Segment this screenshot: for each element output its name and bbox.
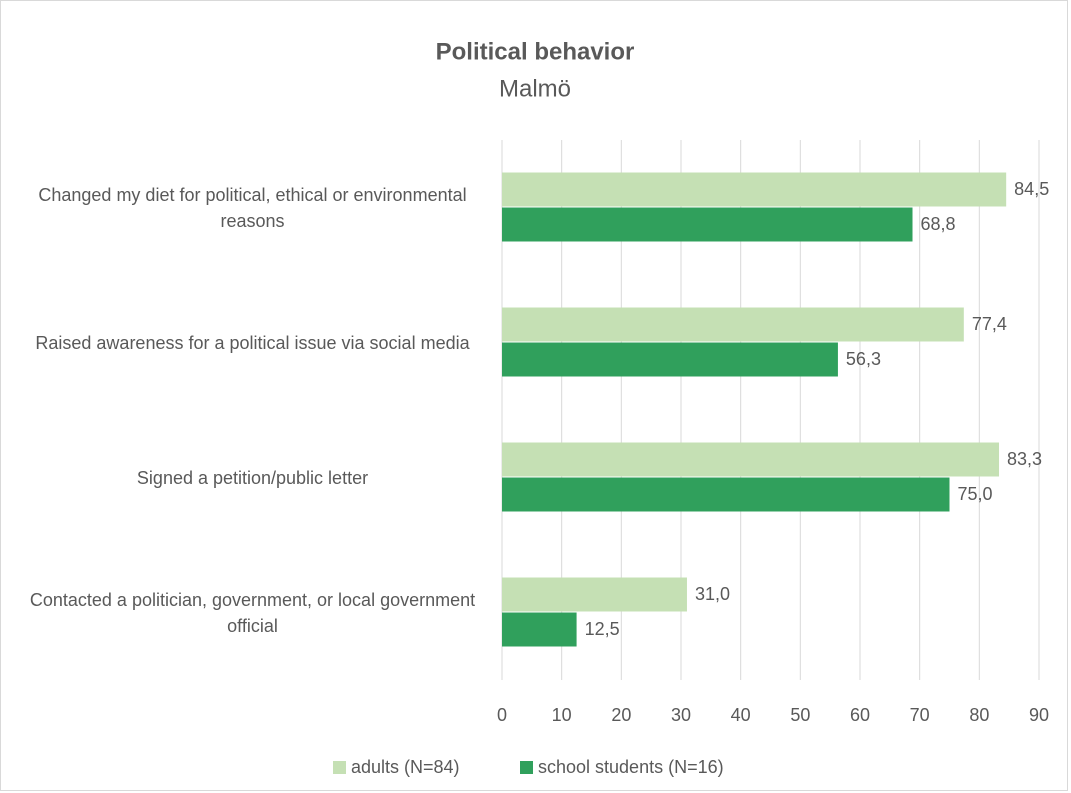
x-tick-label: 30 (671, 705, 691, 725)
chart-title: Political behavior (436, 38, 635, 65)
category-label: Changed my diet for political, ethical o… (38, 184, 467, 231)
bar (502, 442, 1000, 477)
legend-swatch (520, 761, 533, 774)
value-label: 77,4 (972, 314, 1007, 334)
bar (502, 477, 950, 512)
category-label: Signed a petition/public letter (136, 467, 369, 488)
value-label: 84,5 (1014, 179, 1049, 199)
legend-label: school students (N=16) (538, 757, 724, 777)
bar (502, 342, 838, 377)
bar (502, 207, 913, 242)
bar (502, 577, 687, 612)
x-tick-label: 50 (790, 705, 810, 725)
bar (502, 307, 964, 342)
legend-label: adults (N=84) (351, 757, 460, 777)
x-tick-label: 90 (1029, 705, 1049, 725)
bar (502, 172, 1007, 207)
legend-swatch (333, 761, 346, 774)
value-label: 75,0 (958, 484, 993, 504)
x-tick-label: 10 (552, 705, 572, 725)
x-tick-label: 60 (850, 705, 870, 725)
x-tick-label: 70 (910, 705, 930, 725)
value-label: 12,5 (585, 619, 620, 639)
category-label: Raised awareness for a political issue v… (35, 332, 470, 353)
x-tick-label: 40 (731, 705, 751, 725)
value-label: 56,3 (846, 349, 881, 369)
x-tick-label: 0 (497, 705, 507, 725)
value-label: 68,8 (921, 214, 956, 234)
x-tick-label: 80 (969, 705, 989, 725)
value-label: 31,0 (695, 584, 730, 604)
x-tick-label: 20 (611, 705, 631, 725)
chart-subtitle: Malmö (499, 75, 571, 102)
value-label: 83,3 (1007, 449, 1042, 469)
category-label: Contacted a politician, government, or l… (29, 589, 476, 636)
bar (502, 612, 577, 647)
